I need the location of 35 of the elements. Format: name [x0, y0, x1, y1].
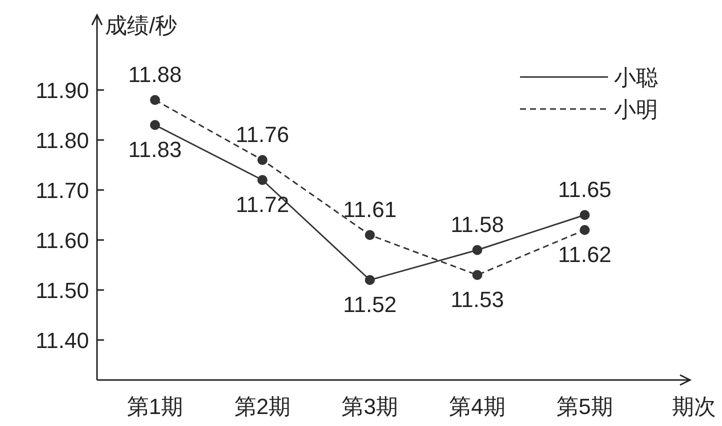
- point: [364, 275, 375, 285]
- legend-label: 小聪: [614, 65, 658, 90]
- y-tick-label: 11.70: [36, 178, 89, 203]
- data-label: 11.52: [343, 292, 397, 317]
- point: [150, 120, 160, 130]
- data-label: 11.72: [236, 192, 290, 217]
- y-tick-label: 11.50: [36, 278, 89, 303]
- point: [257, 175, 268, 185]
- point: [364, 230, 375, 240]
- y-tick-label: 11.60: [36, 228, 89, 253]
- data-label: 11.58: [450, 212, 504, 237]
- data-label: 11.62: [558, 242, 612, 267]
- data-label: 11.88: [128, 62, 182, 87]
- point: [150, 95, 160, 105]
- x-tick-label: 第1期: [126, 394, 184, 419]
- x-tick-label: 第5期: [556, 394, 613, 419]
- point: [580, 225, 590, 235]
- data-label: 11.53: [450, 287, 504, 312]
- y-axis-title: 成绩/秒: [105, 13, 178, 38]
- y-tick-label: 11.40: [36, 328, 89, 353]
- point: [472, 270, 482, 280]
- legend-label: 小明: [614, 97, 658, 122]
- data-label: 11.61: [343, 197, 397, 222]
- y-tick-label: 11.90: [36, 78, 89, 103]
- y-tick-label: 11.80: [36, 128, 89, 153]
- x-tick-label: 第4期: [449, 394, 506, 419]
- point: [472, 245, 482, 255]
- x-tick-label: 第3期: [342, 394, 398, 419]
- data-label: 11.65: [558, 177, 612, 202]
- x-axis-title: 期次: [672, 394, 716, 419]
- x-tick-label: 第2期: [234, 394, 291, 419]
- point: [257, 155, 268, 165]
- data-label: 11.76: [236, 122, 290, 147]
- data-label: 11.83: [128, 137, 182, 162]
- point: [580, 210, 590, 220]
